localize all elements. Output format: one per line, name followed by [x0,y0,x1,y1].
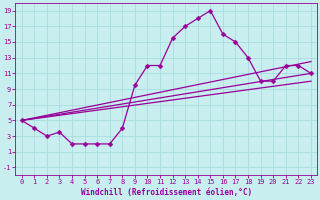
X-axis label: Windchill (Refroidissement éolien,°C): Windchill (Refroidissement éolien,°C) [81,188,252,197]
